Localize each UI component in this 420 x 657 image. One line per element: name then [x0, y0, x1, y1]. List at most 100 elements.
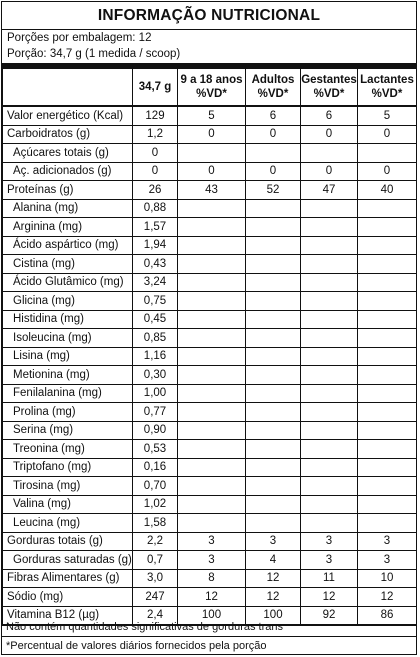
nutrient-label: Ácido aspártico (mg) [2, 235, 133, 255]
table-row: Glicina (mg) 0,75 [2, 291, 417, 311]
table-row: Gorduras totais (g) 2,2 3 3 3 3 [2, 531, 417, 551]
table-row: Isoleucina (mg) 0,85 [2, 328, 417, 348]
nutrient-value [300, 272, 358, 292]
header-text: Adultos [251, 74, 295, 86]
nutrient-value [357, 254, 417, 274]
nutrient-label: Prolina (mg) [2, 402, 133, 422]
table-row: Treonina (mg) 0,53 [2, 439, 417, 459]
nutrient-value: 86 [357, 605, 417, 626]
nutrient-value [357, 328, 417, 348]
nutrient-value [245, 328, 301, 348]
table-row: Valina (mg) 1,02 [2, 494, 417, 514]
nutrient-value: 10 [357, 568, 417, 588]
nutrient-value [245, 143, 301, 163]
table-row: Sódio (mg) 247 12 12 12 12 [2, 587, 417, 607]
nutrient-value: 0 [300, 161, 358, 181]
nutrient-value [177, 383, 246, 403]
thick-divider [2, 63, 416, 68]
nutrient-value [357, 476, 417, 496]
nutrient-value: 0 [245, 161, 301, 181]
nutrient-label: Treonina (mg) [2, 439, 133, 459]
nutrient-value: 3 [177, 531, 246, 551]
nutrient-value: 47 [300, 180, 358, 200]
nutrient-value [300, 383, 358, 403]
nutrient-value: 12 [300, 587, 358, 607]
nutrient-value: 3 [300, 550, 358, 570]
nutrient-value [245, 457, 301, 477]
nutrient-label: Leucina (mg) [2, 513, 133, 533]
nutrient-value: 2,2 [132, 531, 178, 551]
serving-size: Porção: 34,7 g (1 medida / scoop) [7, 48, 181, 60]
header-text: 34,7 g [138, 81, 172, 93]
nutrient-label: Tirosina (mg) [2, 476, 133, 496]
nutrient-value: 0,90 [132, 420, 178, 440]
header-row: 34,7 g 9 a 18 anos %VD* Adultos %VD* Gesta… [2, 68, 417, 107]
nutrient-label: Valor energético (Kcal) [2, 105, 133, 126]
nutrient-label: Aç. adicionados (g) [2, 161, 133, 181]
table-row: Prolina (mg) 0,77 [2, 402, 417, 422]
nutrient-value [245, 402, 301, 422]
table-row: Triptofano (mg) 0,16 [2, 457, 417, 477]
nutrient-label: Arginina (mg) [2, 217, 133, 237]
nutrient-label: Gorduras totais (g) [2, 531, 133, 551]
nutrient-value: 129 [132, 105, 178, 126]
nutrient-value [357, 309, 417, 329]
nutrient-value [177, 402, 246, 422]
header-cell-lactating: Lactantes %VD* [357, 68, 417, 107]
table-row: Aç. adicionados (g) 0 0 0 0 0 [2, 161, 417, 181]
nutrient-value [177, 254, 246, 274]
nutrient-value: 0 [132, 143, 178, 163]
nutrient-label: Alanina (mg) [2, 198, 133, 218]
nutrient-value [177, 328, 246, 348]
nutrient-value [300, 198, 358, 218]
nutrient-value: 11 [300, 568, 358, 588]
nutrient-value: 0,70 [132, 476, 178, 496]
nutrient-value [300, 365, 358, 385]
nutrient-value: 0,75 [132, 291, 178, 311]
nutrient-value [245, 198, 301, 218]
nutrient-value [300, 291, 358, 311]
table-row: Histidina (mg) 0,45 [2, 309, 417, 329]
nutrient-value [357, 494, 417, 514]
nutrient-value: 0,53 [132, 439, 178, 459]
nutrient-value [245, 309, 301, 329]
nutrient-value: 0,30 [132, 365, 178, 385]
nutrient-label: Vitamina B12 (µg) [2, 605, 133, 626]
table-row: Açúcares totais (g) 0 [2, 143, 417, 163]
nutrient-value [357, 383, 417, 403]
nutrient-value: 0 [357, 161, 417, 181]
nutrient-value: 43 [177, 180, 246, 200]
header-cell-label [2, 68, 133, 107]
header-cell-9-18: 9 a 18 anos %VD* [177, 68, 246, 107]
nutrient-value [245, 383, 301, 403]
nutrient-value [177, 143, 246, 163]
nutrient-label: Gorduras saturadas (g) [2, 550, 133, 570]
nutrient-value [245, 420, 301, 440]
nutrient-value [357, 143, 417, 163]
nutrient-value: 4 [245, 550, 301, 570]
footer-trans-fat-note: Não contém quantidades significativas de… [6, 621, 283, 633]
nutrient-value [177, 272, 246, 292]
header-cell-serving: 34,7 g [132, 68, 178, 107]
nutrient-value [300, 457, 358, 477]
nutrient-value: 52 [245, 180, 301, 200]
nutrient-value [177, 420, 246, 440]
nutrient-value: 6 [300, 105, 358, 126]
nutrient-value: 12 [245, 587, 301, 607]
header-text: %VD* [371, 88, 403, 100]
footer-vd-note: *Percentual de valores diários fornecido… [6, 640, 267, 652]
nutrient-value: 247 [132, 587, 178, 607]
nutrient-value: 12 [357, 587, 417, 607]
table-row: Ácido Glutâmico (mg) 3,24 [2, 272, 417, 292]
nutrient-value [300, 143, 358, 163]
nutrient-value [357, 513, 417, 533]
footer-divider [2, 636, 416, 637]
nutrient-value: 100 [245, 605, 301, 626]
nutrient-value [177, 513, 246, 533]
nutrient-value [357, 291, 417, 311]
nutrient-label: Fenilalanina (mg) [2, 383, 133, 403]
nutrient-label: Sódio (mg) [2, 587, 133, 607]
nutrient-value [357, 439, 417, 459]
nutrient-value [245, 494, 301, 514]
